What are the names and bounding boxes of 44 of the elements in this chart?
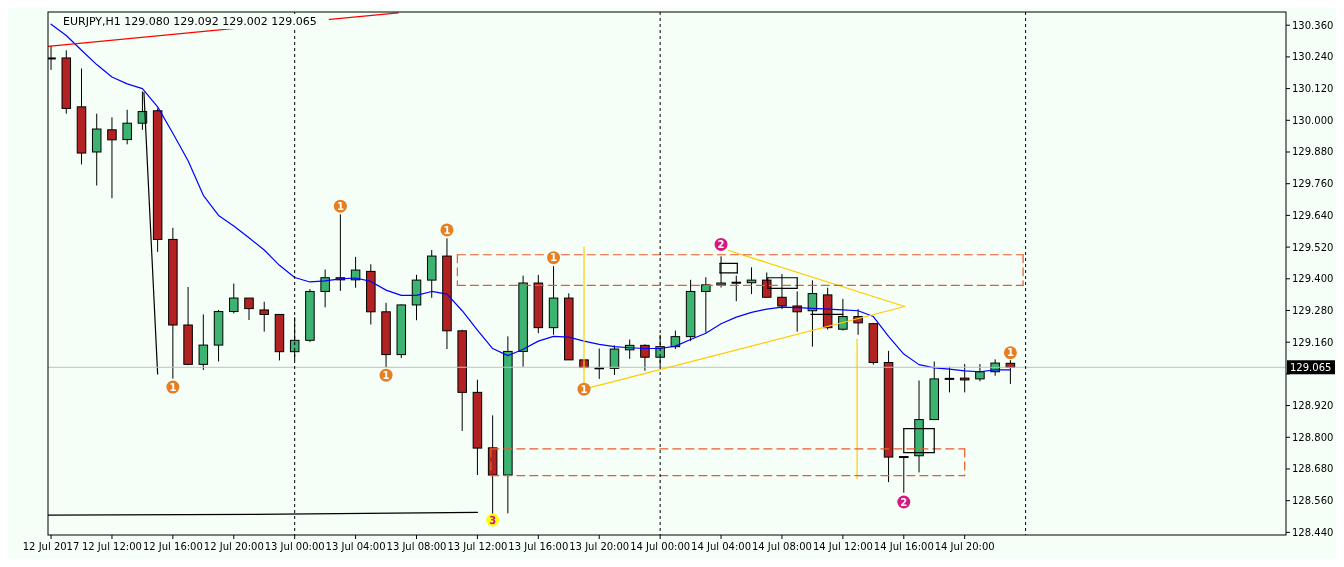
y-tick-label: 130.000	[1292, 114, 1334, 126]
annotation: 1	[580, 383, 588, 395]
x-tick-label: 13 Jul 16:00	[508, 541, 569, 552]
y-tick-label: 129.880	[1292, 146, 1334, 158]
annotation: 2	[717, 239, 725, 251]
y-tick-label: 129.160	[1292, 336, 1334, 348]
x-tick-label: 13 Jul 04:00	[325, 541, 386, 552]
y-tick-label: 129.400	[1292, 273, 1334, 285]
y-tick-label: 129.640	[1292, 209, 1334, 221]
x-tick-label: 12 Jul 20:00	[203, 541, 264, 552]
y-tick-label: 130.240	[1292, 51, 1334, 63]
y-tick-label: 130.360	[1292, 19, 1334, 31]
annotation: 1	[382, 369, 390, 381]
y-tick-label: 128.920	[1292, 400, 1334, 412]
y-tick-label: 128.440	[1292, 526, 1334, 538]
x-tick-label: 14 Jul 00:00	[630, 541, 691, 552]
annotation: 3	[489, 514, 497, 526]
y-tick-label: 128.800	[1292, 431, 1334, 443]
x-tick-label: 14 Jul 04:00	[691, 541, 752, 552]
x-tick-label: 13 Jul 12:00	[447, 541, 508, 552]
x-tick-label: 12 Jul 2017	[22, 541, 80, 552]
x-tick-label: 13 Jul 08:00	[386, 541, 447, 552]
x-tick-label: 14 Jul 08:00	[751, 541, 812, 552]
x-tick-label: 13 Jul 20:00	[569, 541, 630, 552]
x-tick-label: 13 Jul 00:00	[264, 541, 325, 552]
chart-title: EURJPY,H1 129.080 129.092 129.002 129.065	[63, 15, 317, 28]
x-tick-label: 12 Jul 16:00	[142, 541, 203, 552]
x-tick-label: 14 Jul 12:00	[812, 541, 873, 552]
y-tick-label: 129.520	[1292, 241, 1334, 253]
annotation: 1	[1006, 347, 1014, 359]
annotation: 1	[550, 252, 558, 264]
annotation: 2	[900, 496, 908, 508]
ref-line-label: 129.065	[1290, 362, 1332, 374]
annotation: 1	[336, 200, 344, 212]
y-tick-label: 128.680	[1292, 463, 1334, 475]
y-tick-label: 130.120	[1292, 83, 1334, 95]
x-tick-label: 14 Jul 16:00	[873, 541, 934, 552]
x-tick-label: 12 Jul 12:00	[81, 541, 142, 552]
annotation: 1	[443, 224, 451, 236]
y-tick-label: 129.280	[1292, 304, 1334, 316]
y-tick-label: 128.560	[1292, 495, 1334, 507]
annotation: 1	[169, 381, 177, 393]
x-tick-label: 14 Jul 20:00	[934, 541, 995, 552]
y-tick-label: 129.760	[1292, 178, 1334, 190]
